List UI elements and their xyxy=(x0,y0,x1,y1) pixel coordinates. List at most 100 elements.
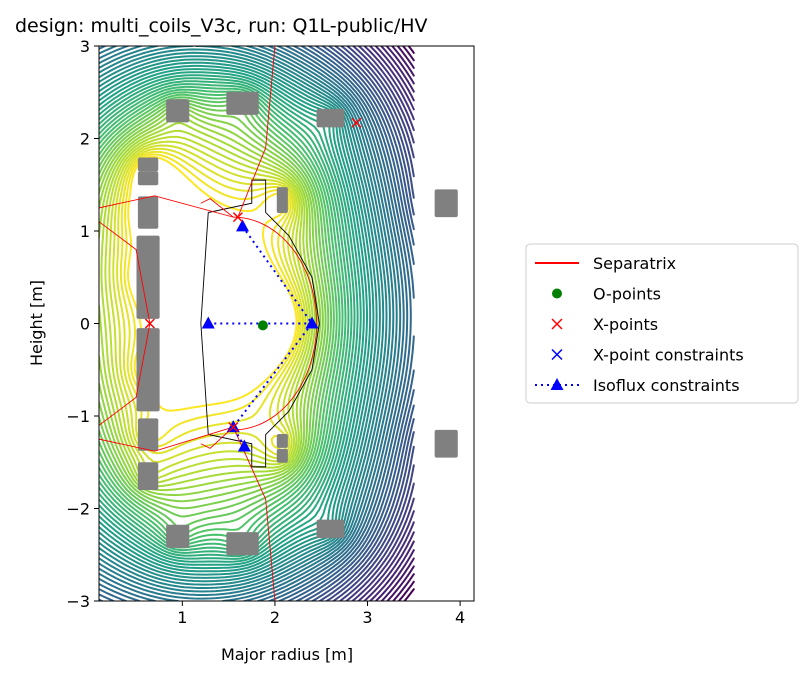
flux-contour-line xyxy=(99,46,391,593)
coil-block xyxy=(136,235,160,319)
flux-contour-line xyxy=(99,61,372,573)
legend-label: X-points xyxy=(593,315,658,334)
legend-entry: X-point constraints xyxy=(551,346,744,365)
flux-contour-line xyxy=(311,46,415,601)
legend-label: O-points xyxy=(593,285,661,304)
flux-contour-line xyxy=(99,51,381,583)
flux-contour-line xyxy=(339,46,415,601)
flux-contour-line xyxy=(99,64,368,570)
separatrix-lines xyxy=(99,46,318,601)
flux-contour-line xyxy=(99,58,375,576)
x-axis-label: Major radius [m] xyxy=(221,645,353,664)
coil-block xyxy=(166,524,190,548)
coil-block xyxy=(276,434,288,448)
y-tick-label: 2 xyxy=(80,130,90,149)
coil-block xyxy=(316,108,345,128)
chart-title: design: multi_coils_V3c, run: Q1L-public… xyxy=(15,15,428,37)
y-tick-label: 0 xyxy=(80,315,90,334)
legend-label: Separatrix xyxy=(593,254,676,273)
x-tick-label: 3 xyxy=(362,608,372,627)
flux-contour-line xyxy=(99,80,353,555)
x-point-marker xyxy=(351,117,362,128)
coil-block xyxy=(136,328,160,412)
flux-contour-line xyxy=(99,68,365,566)
x-tick-label: 4 xyxy=(455,608,465,627)
y-tick-label: 1 xyxy=(80,222,90,241)
flux-contour-line xyxy=(99,46,388,589)
x-axis-ticks: 1 2 3 4 xyxy=(177,601,465,627)
coil-block xyxy=(434,429,458,458)
legend-entry: Separatrix xyxy=(535,254,676,273)
y-tick-label: 3 xyxy=(80,37,90,56)
separatrix-core xyxy=(233,216,318,431)
flux-contour-line xyxy=(363,46,415,601)
flux-contours xyxy=(99,46,415,601)
y-axis-label: Height [m] xyxy=(27,280,46,366)
coil-block xyxy=(137,157,159,172)
flux-contour-line xyxy=(99,48,385,586)
flux-contour-line xyxy=(351,46,415,601)
y-tick-label: −2 xyxy=(66,500,90,519)
flux-contour-line xyxy=(318,46,415,601)
flux-contour-line xyxy=(99,46,409,601)
separatrix-leg xyxy=(99,323,151,426)
flux-contour-line xyxy=(99,101,330,518)
flux-contour-line xyxy=(99,46,398,600)
o-point-marker xyxy=(257,320,268,331)
coil-block xyxy=(434,189,458,218)
legend-entry: X-points xyxy=(551,315,658,334)
separatrix-leg xyxy=(99,195,234,218)
isoflux-constraint-marker xyxy=(236,219,250,232)
flux-contour-line xyxy=(99,71,362,563)
separatrix-leg xyxy=(200,198,234,218)
legend-box xyxy=(525,243,799,404)
legend-swatch-x xyxy=(551,318,563,330)
coil-block xyxy=(137,196,159,229)
flux-contour-line xyxy=(332,46,415,601)
coil-block xyxy=(276,448,288,463)
isoflux-constraint-marker xyxy=(305,316,319,329)
legend-swatch-triangle xyxy=(550,378,564,390)
flux-contour-line xyxy=(369,46,415,601)
flux-contour-line xyxy=(99,46,405,601)
flux-contour-line xyxy=(99,103,327,510)
legend-label: Isoflux constraints xyxy=(593,376,740,395)
flux-contour-line xyxy=(392,46,415,601)
coil-block xyxy=(226,532,259,556)
coil-block xyxy=(137,462,159,490)
coils xyxy=(136,91,458,556)
first-wall xyxy=(200,179,320,468)
coil-block xyxy=(137,171,159,186)
flux-contour-line xyxy=(99,77,356,558)
y-tick-label: −3 xyxy=(66,592,90,611)
flux-contour-line xyxy=(99,113,319,492)
flux-contour-line xyxy=(375,46,415,601)
x-point-marker xyxy=(232,212,243,223)
flux-contour-line xyxy=(386,46,415,601)
flux-contour-line xyxy=(99,46,412,601)
flux-contour-line xyxy=(99,109,322,496)
legend-label: X-point constraints xyxy=(593,346,744,365)
wall-outline xyxy=(200,179,320,468)
x-tick-label: 2 xyxy=(270,608,280,627)
flux-contour-line xyxy=(325,46,415,601)
legend-entry: O-points xyxy=(552,285,661,304)
isoflux-constraint-marker xyxy=(201,316,215,329)
x-point-marker xyxy=(144,318,155,329)
coil-block xyxy=(276,187,288,201)
y-axis-ticks: −3 −2 −1 0 1 2 3 xyxy=(66,37,99,611)
coil-block xyxy=(276,199,288,213)
flux-contour-line xyxy=(357,46,415,601)
separatrix-leg xyxy=(99,221,151,324)
flux-contour-line xyxy=(99,46,415,601)
separatrix-leg xyxy=(99,426,234,452)
coil-block xyxy=(226,91,259,115)
flux-contour-line xyxy=(99,55,378,579)
coil-block xyxy=(137,418,159,451)
separatrix-leg xyxy=(200,426,234,449)
separatrix-leg xyxy=(237,46,276,218)
x-tick-label: 1 xyxy=(177,608,187,627)
plot-area xyxy=(99,46,458,601)
flux-contour-line xyxy=(99,105,324,503)
